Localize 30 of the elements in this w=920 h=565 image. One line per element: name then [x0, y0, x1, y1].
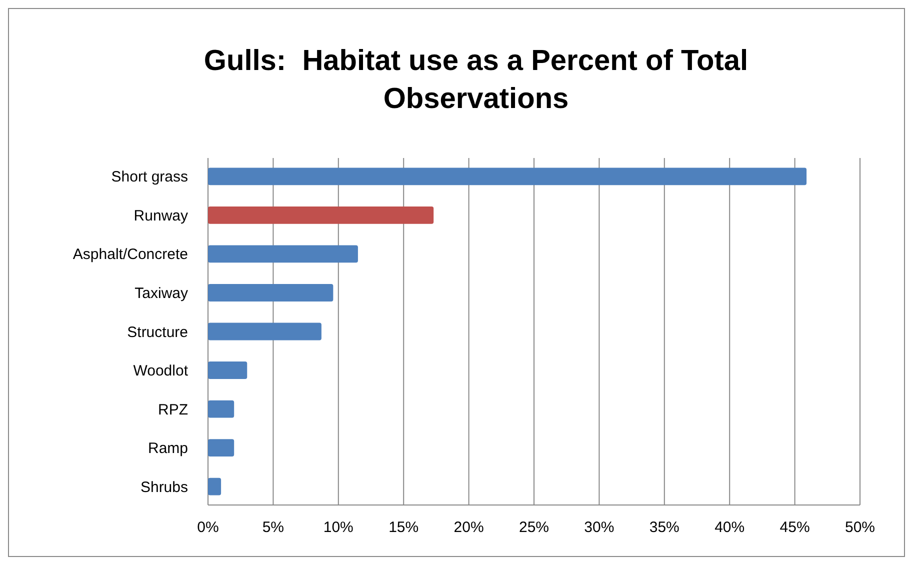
- y-tick-label: Shrubs: [140, 478, 188, 496]
- x-tick-label: 50%: [844, 519, 876, 536]
- y-tick-label: Asphalt/Concrete: [72, 246, 188, 264]
- bar: [208, 362, 248, 379]
- bar: [208, 400, 234, 418]
- y-tick-label: Ramp: [148, 440, 188, 458]
- chart-title: Gulls: Habitat use as a Percent of Total Observations: [204, 45, 748, 115]
- bar: [208, 322, 322, 340]
- y-tick-label: Short grass: [111, 168, 188, 186]
- x-tick-label: 15%: [388, 519, 419, 536]
- x-tick-label: 0%: [197, 519, 219, 536]
- bar: [208, 284, 334, 302]
- bar: [208, 478, 222, 496]
- y-tick-label: RPZ: [158, 401, 188, 418]
- y-tick-label: Woodlot: [133, 362, 189, 380]
- bar: [208, 168, 807, 186]
- x-tick-label: 10%: [323, 519, 354, 536]
- x-tick-label: 5%: [262, 519, 284, 536]
- x-tick-label: 35%: [649, 519, 680, 536]
- bar: [208, 439, 234, 457]
- x-tick-label: 20%: [454, 519, 484, 536]
- x-tick-label: 40%: [714, 519, 745, 536]
- x-tick-label: 25%: [518, 519, 550, 536]
- x-tick-label: 30%: [584, 519, 614, 536]
- bar: [208, 206, 434, 224]
- y-tick-label: Structure: [127, 324, 188, 341]
- x-tick-label: 45%: [780, 519, 810, 536]
- y-tick-label: Runway: [134, 207, 188, 224]
- y-tick-label: Taxiway: [134, 284, 188, 302]
- bar: [208, 245, 358, 263]
